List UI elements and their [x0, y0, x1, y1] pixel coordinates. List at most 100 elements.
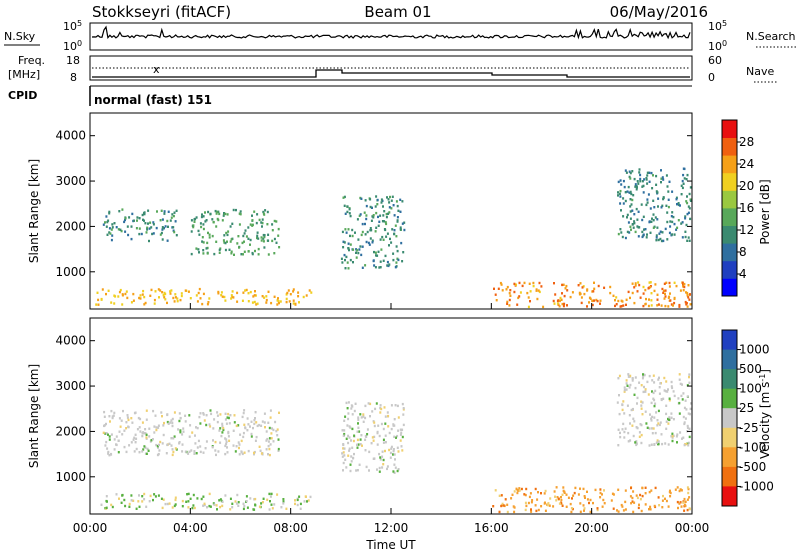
echo-cell	[267, 290, 270, 293]
echo-cell	[364, 449, 367, 452]
echo-cell	[509, 289, 512, 292]
echo-cell	[494, 489, 497, 492]
echo-cell	[625, 382, 628, 385]
echo-cell	[256, 213, 259, 216]
echo-cell	[109, 420, 111, 423]
echo-cell	[648, 427, 651, 430]
echo-cell	[557, 497, 560, 500]
echo-cell	[685, 200, 688, 203]
echo-cell	[225, 442, 228, 446]
echo-cell	[631, 209, 634, 212]
echo-cell	[178, 442, 181, 445]
echo-cell	[271, 507, 274, 510]
echo-cell	[660, 177, 663, 180]
echo-cell	[685, 442, 688, 446]
echo-cell	[361, 230, 364, 234]
echo-cell	[392, 448, 395, 451]
echo-cell	[381, 235, 384, 239]
echo-cell	[342, 447, 345, 450]
echo-cell	[226, 213, 229, 216]
echo-cell	[342, 240, 345, 243]
echo-cell	[357, 416, 360, 419]
echo-cell	[631, 424, 634, 427]
echo-cell	[399, 428, 402, 431]
echo-cell	[536, 498, 539, 501]
echo-cell	[271, 427, 273, 430]
echo-cell	[279, 300, 282, 303]
echo-cell	[501, 502, 504, 506]
echo-cell	[345, 231, 348, 234]
echo-cell	[524, 508, 527, 512]
echo-cell	[382, 238, 385, 241]
echo-cell	[382, 259, 385, 262]
echo-cell	[547, 502, 550, 505]
echo-cell	[380, 248, 383, 251]
echo-cell	[172, 437, 175, 440]
echo-cell	[626, 190, 629, 193]
echo-cell	[119, 425, 122, 428]
echo-cell	[668, 285, 671, 288]
echo-cell	[643, 228, 645, 231]
echo-cell	[107, 219, 110, 222]
echo-cell	[650, 299, 653, 302]
echo-cell	[141, 213, 144, 217]
echo-cell	[352, 439, 355, 443]
echo-cell	[688, 375, 690, 379]
echo-cell	[654, 216, 657, 219]
echo-cell	[370, 442, 373, 445]
echo-cell	[609, 285, 612, 289]
echo-cell	[396, 219, 399, 222]
echo-cell	[384, 449, 386, 453]
echo-cell	[574, 486, 577, 490]
echo-cell	[190, 252, 193, 256]
echo-cell	[242, 253, 244, 256]
echo-cell	[268, 508, 271, 511]
echo-cell	[623, 185, 626, 189]
colorbar-tick-label: 8	[739, 245, 747, 259]
echo-cell	[126, 414, 129, 417]
echo-cell	[506, 285, 509, 289]
echo-cell	[275, 220, 278, 223]
echo-cell	[650, 489, 653, 492]
echo-cell	[169, 292, 172, 295]
echo-cell	[266, 210, 269, 214]
echo-cell	[371, 436, 374, 439]
echo-cell	[256, 236, 258, 240]
echo-cell	[150, 226, 153, 229]
echo-cell	[241, 299, 244, 302]
echo-cell	[218, 499, 221, 502]
echo-cell	[384, 221, 387, 224]
echo-cell	[267, 239, 270, 242]
echo-cell	[569, 295, 572, 299]
echo-cell	[682, 182, 685, 185]
echo-cell	[633, 420, 636, 423]
echo-cell	[680, 184, 683, 187]
echo-cell	[657, 378, 660, 381]
echo-cell	[173, 504, 176, 508]
echo-cell	[243, 232, 246, 235]
echo-cell	[268, 447, 271, 451]
echo-cell	[224, 412, 227, 415]
echo-cell	[347, 228, 350, 231]
echo-cell	[648, 281, 651, 284]
echo-cell	[104, 432, 107, 435]
echo-cell	[353, 452, 355, 456]
echo-cell	[360, 197, 363, 200]
echo-cell	[174, 447, 177, 450]
echo-cell	[253, 453, 255, 456]
echo-cell	[632, 417, 635, 420]
echo-cell	[650, 220, 653, 223]
echo-cell	[226, 416, 229, 419]
echo-cell	[359, 196, 362, 200]
echo-cell	[534, 504, 537, 507]
echo-cell	[630, 228, 632, 231]
echo-cell	[144, 222, 147, 225]
echo-cell	[379, 456, 382, 459]
echo-cell	[151, 438, 154, 441]
echo-cell	[646, 171, 649, 174]
echo-cell	[160, 231, 163, 235]
echo-cell	[360, 253, 363, 257]
echo-cell	[671, 439, 674, 443]
echo-cell	[380, 422, 383, 426]
echo-cell	[645, 203, 648, 207]
